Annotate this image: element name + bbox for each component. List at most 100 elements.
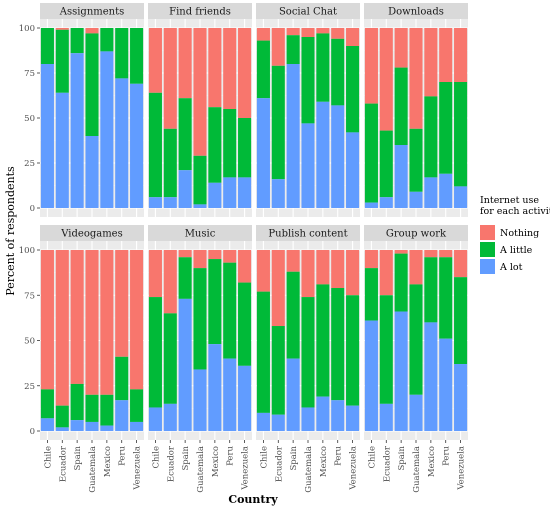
x-tick-label: Venezuela: [457, 446, 467, 491]
legend-label: A lot: [499, 262, 523, 273]
bar-a-lot-spain: [394, 145, 408, 208]
panel-social-chat: Social Chat: [256, 3, 360, 217]
bar-nothing-guatemala: [409, 250, 423, 285]
y-axis-title: Percent of respondents: [4, 166, 17, 296]
panel-strip: [256, 3, 360, 19]
x-tick-label: Mexico: [211, 446, 221, 477]
y-tick-label: 0: [30, 204, 35, 214]
panel-publish-content: Publish content Chile Ecuador Spain Guatemal…: [256, 225, 360, 493]
bar-a-little-peru: [223, 109, 237, 178]
bar-a-little-peru: [439, 257, 453, 339]
bar-a-lot-mexico: [208, 182, 222, 208]
panel-title: Downloads: [388, 7, 444, 18]
bar-nothing-peru: [439, 250, 453, 258]
x-tick-label: Guatemala: [304, 446, 314, 493]
bar-a-little-chile: [364, 268, 378, 321]
bar-a-little-mexico: [100, 394, 114, 426]
panel-title: Publish content: [268, 229, 347, 240]
bar-a-lot-mexico: [424, 177, 438, 208]
bar-nothing-mexico: [424, 250, 438, 258]
panel-assignments: Assignments 0 25 50 75 100: [19, 3, 144, 217]
x-tick-label: Peru: [334, 445, 344, 465]
panel-videogames: Videogames 0 25 50 75 100 Chile Ecuador Spain Gua…: [19, 225, 144, 493]
bar-a-lot-chile: [40, 64, 54, 208]
bar-a-lot-ecuador: [271, 414, 285, 431]
bar-a-little-venezuela: [238, 118, 252, 178]
legend-title: for each activity: [480, 206, 550, 217]
bar-a-lot-spain: [394, 311, 408, 431]
bar-a-little-chile: [256, 40, 270, 99]
x-tick-label: Venezuela: [241, 446, 251, 491]
bar-a-lot-chile: [40, 418, 54, 431]
bar-a-little-chile: [364, 103, 378, 203]
bar-a-little-chile: [148, 297, 162, 408]
x-tick-label: Ecuador: [58, 445, 68, 482]
bar-a-little-guatemala: [85, 394, 99, 422]
x-tick-label: Peru: [226, 445, 236, 465]
bar-nothing-ecuador: [379, 250, 393, 296]
bar-nothing-peru: [115, 250, 129, 357]
bar-nothing-peru: [331, 28, 345, 39]
x-tick-label: Chile: [259, 446, 269, 468]
bar-nothing-chile: [148, 28, 162, 93]
legend-title: Internet use: [480, 195, 539, 206]
bar-nothing-peru: [331, 250, 345, 289]
bar-a-little-mexico: [100, 28, 114, 52]
bar-a-lot-ecuador: [163, 403, 177, 431]
bar-a-lot-ecuador: [55, 427, 69, 431]
y-tick-label: 100: [19, 246, 35, 256]
bar-a-little-mexico: [424, 257, 438, 323]
panel-title: Videogames: [60, 229, 122, 240]
bar-nothing-mexico: [316, 250, 330, 285]
bar-a-little-spain: [178, 257, 192, 299]
bar-a-little-ecuador: [163, 313, 177, 404]
bar-a-little-spain: [286, 35, 300, 64]
bar-a-lot-peru: [223, 177, 237, 208]
bar-nothing-spain: [394, 28, 408, 68]
bar-a-little-guatemala: [85, 33, 99, 136]
bar-a-lot-chile: [256, 412, 270, 431]
bar-a-lot-mexico: [424, 322, 438, 431]
bar-a-lot-ecuador: [55, 92, 69, 208]
bar-a-little-mexico: [208, 107, 222, 183]
bar-nothing-spain: [178, 28, 192, 99]
y-tick-label: 25: [24, 382, 35, 392]
bar-a-little-chile: [256, 291, 270, 413]
bar-a-little-ecuador: [379, 130, 393, 198]
bar-a-little-chile: [40, 28, 54, 64]
bar-a-little-spain: [70, 28, 84, 54]
panel-strip: [364, 3, 468, 19]
bar-a-lot-mexico: [100, 51, 114, 209]
bar-nothing-chile: [364, 250, 378, 269]
bar-a-lot-spain: [178, 298, 192, 431]
x-tick-label: Venezuela: [133, 446, 143, 491]
bar-nothing-spain: [394, 250, 408, 254]
bar-a-little-guatemala: [301, 297, 315, 408]
bar-a-little-mexico: [316, 33, 330, 102]
x-tick-label: Ecuador: [382, 445, 392, 482]
x-tick-label: Peru: [442, 445, 452, 465]
x-tick-label: Spain: [181, 445, 191, 470]
panel-title: Assignments: [59, 7, 125, 18]
panel-strip: [364, 225, 468, 241]
bar-a-lot-guatemala: [85, 136, 99, 208]
bar-a-little-chile: [40, 389, 54, 419]
x-tick-label: Guatemala: [88, 446, 98, 493]
bar-nothing-mexico: [208, 28, 222, 108]
bar-a-lot-mexico: [316, 101, 330, 208]
facet-panels: Assignments 0 25 50 75 100 Find friends Social …: [19, 3, 468, 493]
x-tick-label: Chile: [367, 446, 377, 468]
bar-a-little-peru: [115, 356, 129, 401]
bar-a-lot-venezuela: [346, 405, 360, 431]
y-tick-label: 50: [24, 337, 35, 347]
bar-nothing-spain: [286, 250, 300, 272]
bar-a-lot-peru: [331, 400, 345, 431]
bar-nothing-chile: [256, 28, 270, 41]
bar-a-lot-peru: [331, 105, 345, 208]
y-tick-label: 75: [24, 69, 35, 79]
bar-a-little-peru: [223, 262, 237, 359]
bar-a-lot-venezuela: [130, 83, 144, 208]
bar-nothing-ecuador: [379, 28, 393, 131]
bar-a-little-ecuador: [55, 29, 69, 93]
